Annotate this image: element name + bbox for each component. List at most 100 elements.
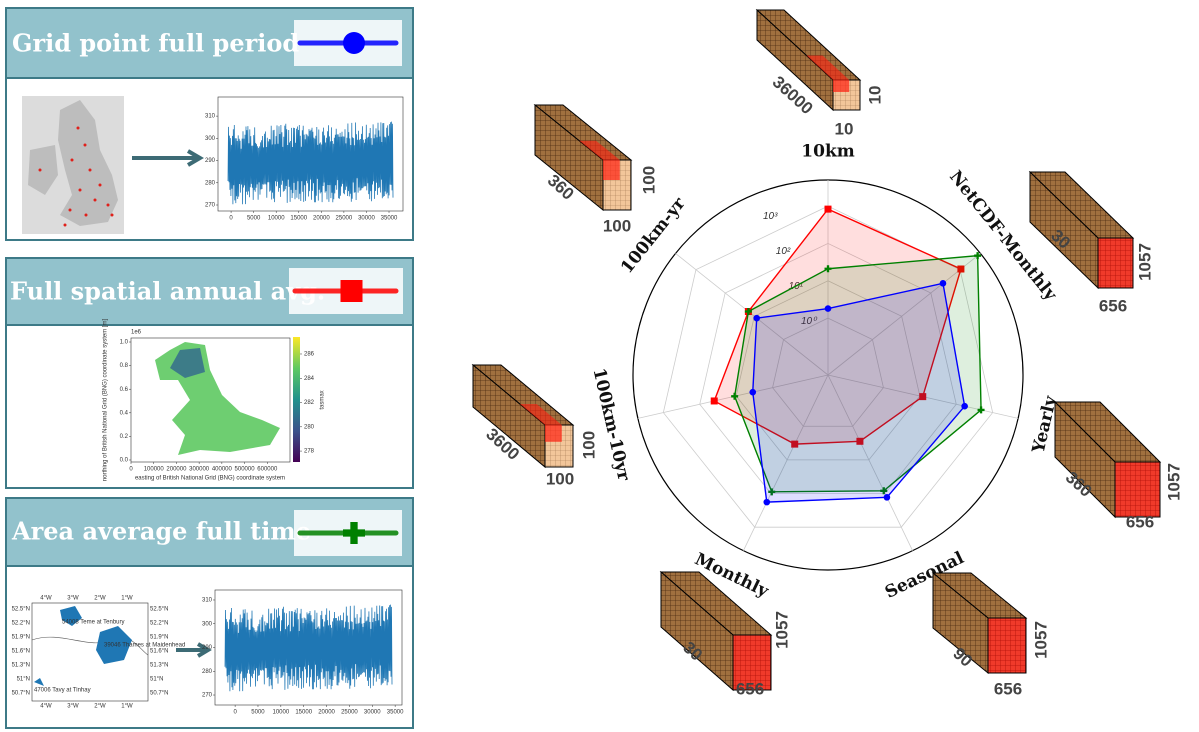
y-tick-label: 1.0 — [120, 340, 129, 346]
r-tick-label: 10⁰ — [801, 316, 818, 327]
x-tick-label: 0 — [229, 216, 233, 222]
cube-front — [1097, 237, 1134, 289]
marker — [824, 205, 832, 213]
time-series-band — [224, 604, 393, 692]
colorbar-label: tasmax — [320, 390, 326, 409]
marker — [919, 393, 927, 401]
lat-label: 51.6°N — [150, 649, 168, 655]
marker — [744, 308, 752, 316]
spoke — [827, 374, 913, 551]
lon-label: 4°W — [40, 596, 52, 602]
y-tick-label: 270 — [202, 693, 213, 699]
x-tick-label: 5000 — [251, 710, 265, 716]
cube-dimension: 100 — [603, 216, 631, 235]
cube-selection — [579, 140, 620, 160]
lat-label: 51.9°N — [12, 635, 30, 641]
r-tick-label: 10³ — [763, 211, 778, 222]
y-tick-label: 300 — [202, 621, 213, 627]
y-tick-label: 0.4 — [120, 410, 129, 416]
marker — [856, 437, 864, 445]
x-tick-label: 25000 — [341, 710, 358, 716]
x-tick-label: 30000 — [364, 710, 381, 716]
lon-label: 4°W — [40, 704, 52, 710]
y-tick-label: 0.8 — [120, 363, 129, 369]
series-area — [733, 254, 982, 493]
category-label: 100km-10yr — [589, 366, 634, 483]
series-area — [713, 208, 962, 445]
marker — [749, 388, 757, 396]
marker — [939, 280, 947, 287]
axes-frame — [217, 96, 404, 212]
marker — [974, 252, 982, 260]
arrow — [132, 149, 204, 167]
category-label: 10km — [801, 142, 854, 162]
y-tick-label: 300 — [205, 136, 216, 142]
spoke — [743, 374, 829, 551]
axes-frame — [130, 337, 291, 463]
arrow — [176, 642, 212, 658]
lat-label: 50.7°N — [150, 691, 168, 697]
grid-ring — [662, 205, 994, 528]
x-tick-label: 0 — [129, 467, 133, 473]
x-tick-label: 0 — [233, 710, 237, 716]
x-tick-label: 200000 — [166, 467, 187, 473]
y-tick-label: 0.6 — [120, 387, 129, 393]
marker — [791, 440, 799, 448]
grid-ring — [699, 243, 957, 494]
marker — [343, 32, 365, 54]
cube-dimension: 10 — [835, 119, 854, 138]
cube-front — [987, 617, 1027, 674]
x-axis-label: easting of British National Grid (BNG) c… — [135, 476, 285, 482]
x-tick-label: 10000 — [268, 216, 285, 222]
x-tick-label: 500000 — [235, 467, 256, 473]
marker — [768, 488, 776, 496]
site-label: 39046 Thames at Maidenhead — [104, 643, 185, 649]
y-tick-label: 0.0 — [120, 458, 129, 464]
y-tick-label: 280 — [202, 669, 213, 675]
panel-title: Grid point full period — [12, 29, 299, 58]
site-label: 47006 Tavy at Tinhay — [34, 688, 91, 694]
colorbar-tick-label: 280 — [304, 424, 315, 430]
lon-label: 3°W — [67, 596, 79, 602]
y-tick-label: 280 — [205, 180, 216, 186]
lon-label: 1°W — [121, 596, 133, 602]
x-tick-label: 10000 — [272, 710, 289, 716]
cube-selection — [806, 55, 850, 80]
x-tick-label: 300000 — [189, 467, 210, 473]
marker — [957, 265, 965, 273]
y-tick-label: 270 — [205, 203, 216, 209]
x-tick-label: 35000 — [387, 710, 404, 716]
colorbar-tick-label: 284 — [304, 376, 315, 382]
grid-ring — [735, 280, 921, 461]
cube-dimension: 656 — [1126, 512, 1154, 531]
marker — [883, 494, 891, 501]
y-tick-label: 290 — [205, 158, 216, 164]
site-label: 54008 Teme at Tenbury — [62, 620, 125, 626]
y-tick-label: 290 — [202, 645, 213, 651]
marker — [880, 487, 888, 495]
y-tick-label: 0.2 — [120, 434, 129, 440]
x-tick-label: 30000 — [358, 216, 375, 222]
marker — [824, 265, 832, 273]
lat-label: 51°N — [150, 677, 163, 683]
cube-selection — [833, 80, 850, 92]
x-tick-label: 100000 — [144, 467, 165, 473]
y-axis-label: northing of British National Grid (BNG) … — [103, 318, 109, 481]
lat-label: 50.7°N — [12, 691, 30, 697]
x-tick-label: 35000 — [381, 216, 398, 222]
cube-dimension: 656 — [736, 679, 764, 698]
cube-dimension: 656 — [1099, 296, 1127, 315]
grid-ring — [772, 317, 884, 427]
cube-dimension: 10 — [865, 86, 884, 105]
x-tick-label: 5000 — [247, 216, 261, 222]
cube-dimension: 100 — [579, 431, 598, 459]
x-tick-label: 15000 — [290, 216, 307, 222]
cube-dimension: 100 — [639, 166, 658, 194]
lon-label: 2°W — [94, 704, 106, 710]
lat-label: 52.2°N — [12, 621, 30, 627]
lat-label: 51.3°N — [12, 663, 30, 669]
x-tick-label: 20000 — [313, 216, 330, 222]
r-tick-label: 10² — [776, 246, 791, 257]
marker — [710, 397, 718, 405]
